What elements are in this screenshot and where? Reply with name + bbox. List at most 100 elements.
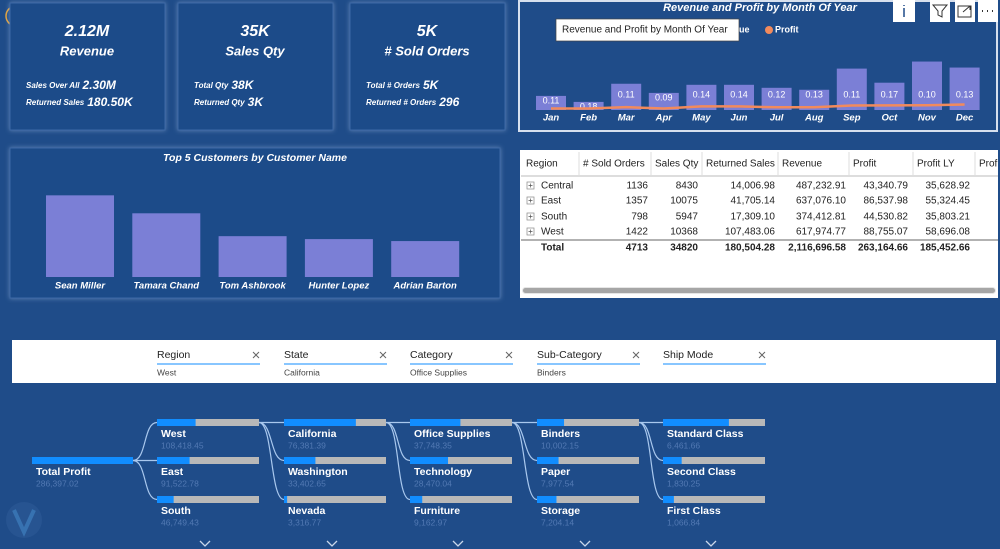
data-label: 0.11: [618, 89, 635, 99]
column-header: Sales Qty: [655, 159, 698, 170]
node-bar-fill: [157, 419, 196, 426]
node-label: First Class: [667, 505, 721, 517]
column-header: Region: [526, 159, 558, 170]
cell: 798: [631, 212, 648, 223]
x-tick-label: Apr: [655, 113, 674, 124]
node-bar-track: [157, 419, 259, 426]
expand-button[interactable]: [526, 196, 535, 205]
filter-clear[interactable]: [252, 351, 260, 359]
card-line-value: 38K: [231, 78, 254, 92]
tooltip-text: Revenue and Profit by Month Of Year: [562, 25, 728, 36]
node-bar-fill: [537, 457, 559, 464]
node-value: 7,204.14: [541, 517, 574, 527]
expand-chevron[interactable]: [579, 540, 591, 547]
cell: 1357: [626, 196, 649, 207]
bar: [132, 213, 201, 277]
expand-chevron[interactable]: [326, 540, 338, 547]
legend-swatch: [765, 26, 773, 34]
filter-button-box: [930, 0, 950, 22]
node-bar-fill: [284, 419, 356, 426]
card-line-value: 180.50K: [87, 95, 134, 109]
node-bar-fill: [410, 496, 423, 503]
node-bar-fill: [410, 419, 461, 426]
filter-button[interactable]: [930, 0, 950, 22]
cell: 58,696.08: [926, 227, 971, 238]
bar: [573, 101, 604, 110]
node-bar-fill: [663, 496, 674, 503]
node-bar-fill: [537, 496, 557, 503]
bar: [46, 195, 114, 277]
filter-clear[interactable]: [758, 351, 766, 359]
node-bar-track: [537, 496, 639, 503]
card-line-label: Returned Qty: [194, 98, 245, 107]
total-cell: 263,164.66: [858, 243, 908, 254]
cell: 10368: [670, 227, 698, 238]
node-label: Paper: [541, 466, 570, 478]
cell: 1422: [626, 227, 649, 238]
card-line: Sales Over All 2.30M: [26, 78, 117, 92]
expand-button[interactable]: [526, 181, 535, 190]
card-line-label: Total Qty: [194, 81, 229, 90]
expand-chevron[interactable]: [452, 540, 464, 547]
x-tick-label: Sep: [843, 113, 861, 124]
expand-button[interactable]: [526, 212, 535, 221]
node-value: 1,830.25: [667, 478, 700, 488]
connector: [132, 459, 158, 501]
bar: [304, 239, 373, 277]
cell: 17,309.10: [731, 212, 776, 223]
filter-clear[interactable]: [379, 351, 387, 359]
total-cell: 4713: [626, 243, 649, 254]
x-tick-label: Adrian Barton: [393, 281, 458, 292]
scrollbar-thumb[interactable]: [523, 288, 995, 293]
card-line-label: Returned # Orders: [366, 98, 437, 107]
node-value: 3,316.77: [288, 517, 321, 527]
filter-clear[interactable]: [632, 351, 640, 359]
tooltip-box: [555, 18, 740, 42]
node-bar-fill: [32, 457, 133, 464]
expand-button[interactable]: [526, 227, 535, 236]
node-label: Binders: [541, 428, 580, 440]
bar: [611, 83, 642, 110]
filter-clear[interactable]: [505, 351, 513, 359]
expand-chevron[interactable]: [199, 540, 211, 547]
card: [177, 2, 334, 131]
filter-name: Region: [157, 349, 190, 361]
card-line-value: 3K: [248, 95, 265, 109]
x-tick-label: Tom Ashbrook: [219, 281, 286, 292]
filter-name: Category: [410, 349, 453, 361]
expand-plus: [528, 229, 533, 234]
expand-plus: [528, 198, 533, 203]
total-cell: 180,504.28: [725, 243, 775, 254]
card-line-value: 296: [438, 95, 459, 109]
row-label: Central: [541, 181, 573, 192]
expand-chevron[interactable]: [705, 540, 717, 547]
total-cell: 34820: [670, 243, 698, 254]
x-tick-label: Nov: [918, 113, 937, 124]
filter-name: Ship Mode: [663, 349, 713, 361]
filter-value: West: [157, 367, 177, 377]
node-bar-track: [284, 496, 386, 503]
node-value: 1,066.84: [667, 517, 700, 527]
card-line-label: Total # Orders: [366, 81, 420, 90]
cell: 1136: [626, 181, 648, 192]
cell: 374,412.81: [796, 212, 846, 223]
node-label: South: [161, 505, 191, 517]
cell: 55,324.45: [926, 196, 971, 207]
